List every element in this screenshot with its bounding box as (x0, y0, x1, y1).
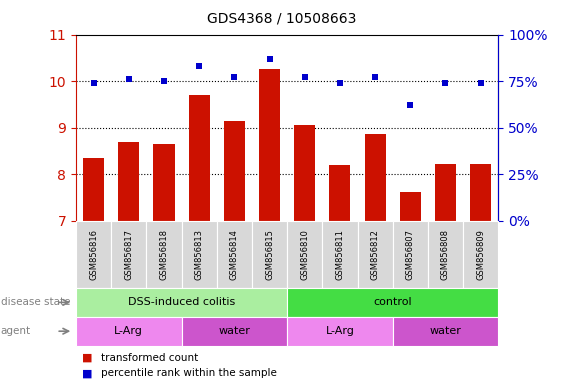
Point (370, 74, 379, 81)
Text: percentile rank within the sample: percentile rank within the sample (101, 368, 277, 378)
Point (441, 80, 450, 86)
Text: disease state: disease state (1, 297, 70, 308)
Point (300, 74, 309, 81)
Text: GSM856811: GSM856811 (336, 229, 345, 280)
Text: DSS-induced colitis: DSS-induced colitis (128, 297, 235, 308)
Text: ■: ■ (82, 368, 92, 378)
Text: GSM856817: GSM856817 (124, 229, 133, 280)
Point (89, 80, 98, 86)
Text: GSM856818: GSM856818 (159, 229, 168, 280)
Text: water: water (218, 326, 251, 336)
Text: GSM856816: GSM856816 (89, 229, 98, 280)
Text: transformed count: transformed count (101, 353, 199, 363)
Text: GSM856815: GSM856815 (265, 229, 274, 280)
Bar (118, 142, 140, 221)
Point (230, 74, 239, 81)
Text: ■: ■ (82, 353, 92, 363)
Text: GSM856808: GSM856808 (441, 229, 450, 280)
Text: agent: agent (1, 326, 31, 336)
Point (406, 102, 415, 108)
Text: GSM856814: GSM856814 (230, 229, 239, 280)
Bar (153, 144, 175, 221)
Point (124, 76, 133, 82)
Point (265, 56, 274, 62)
Text: control: control (373, 297, 412, 308)
Text: GSM856812: GSM856812 (370, 229, 379, 280)
Point (195, 63, 204, 69)
Bar (470, 164, 491, 221)
Bar (189, 95, 210, 221)
Text: GDS4368 / 10508663: GDS4368 / 10508663 (207, 12, 356, 25)
Text: GSM856809: GSM856809 (476, 229, 485, 280)
Text: GSM856810: GSM856810 (300, 229, 309, 280)
Bar (435, 164, 456, 221)
Bar (329, 165, 350, 221)
Bar (294, 125, 315, 221)
Point (336, 80, 345, 86)
Point (159, 78, 168, 84)
Bar (400, 192, 421, 221)
Bar (224, 121, 245, 221)
Text: GSM856813: GSM856813 (195, 229, 204, 280)
Text: L-Arg: L-Arg (325, 326, 354, 336)
Bar (83, 158, 104, 221)
Text: water: water (430, 326, 462, 336)
Text: GSM856807: GSM856807 (406, 229, 415, 280)
Point (476, 80, 485, 86)
Text: L-Arg: L-Arg (114, 326, 143, 336)
Bar (365, 134, 386, 221)
Bar (259, 70, 280, 221)
